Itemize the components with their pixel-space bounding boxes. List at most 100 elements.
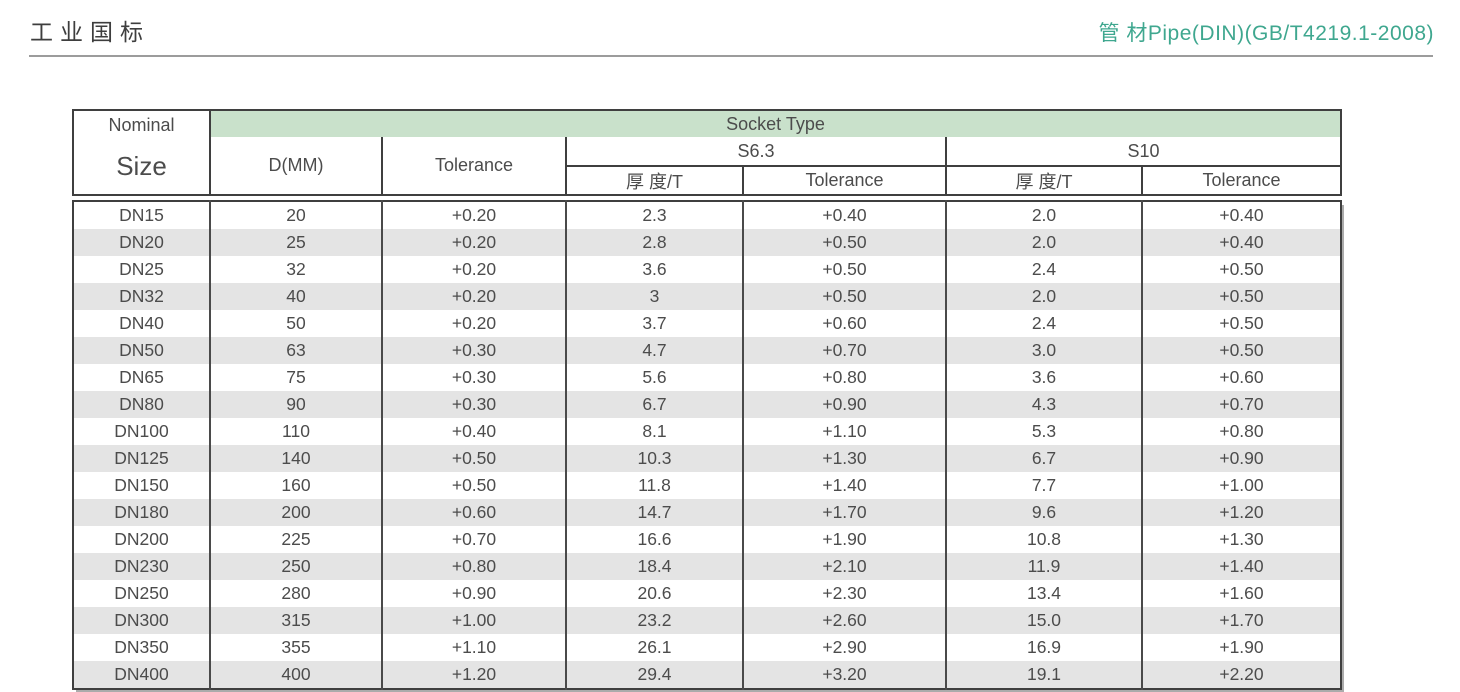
cell: 2.0 (946, 201, 1143, 229)
cell: +0.30 (382, 391, 567, 418)
cell: +0.40 (382, 418, 567, 445)
cell: 11.8 (566, 472, 744, 499)
cell: 13.4 (946, 580, 1143, 607)
cell: 25 (210, 229, 383, 256)
cell-nominal-size: DN32 (73, 283, 211, 310)
table-row: DN400 400 +1.20 29.4 +3.20 19.1 +2.20 (73, 661, 1341, 689)
cell: 15.0 (946, 607, 1143, 634)
cell: +0.50 (1219, 340, 1264, 360)
cell: +0.90 (743, 391, 947, 418)
pipe-table-header: Nominal Size Socket Type D(MM) Tolerance… (72, 109, 1343, 196)
col-header-d-mm: D(MM) (210, 137, 383, 195)
cell: +1.10 (743, 418, 947, 445)
cell: +0.20 (382, 229, 567, 256)
cell: 160 (210, 472, 383, 499)
table-row: DN150 160 +0.50 11.8 +1.40 7.7 +1.00 (73, 472, 1341, 499)
cell: +0.40 (1219, 232, 1264, 252)
cell: 3.6 (946, 364, 1143, 391)
cell: 4.3 (946, 391, 1143, 418)
cell: 75 (210, 364, 383, 391)
cell: +0.60 (1219, 367, 1264, 387)
cell-nominal-size: DN125 (73, 445, 211, 472)
cell: 14.7 (566, 499, 744, 526)
cell: 18.4 (566, 553, 744, 580)
cell: +1.00 (1219, 475, 1264, 495)
cell: 2.4 (946, 256, 1143, 283)
cell-nominal-size: DN50 (73, 337, 211, 364)
table-row: DN350 355 +1.10 26.1 +2.90 16.9 +1.90 (73, 634, 1341, 661)
table-row: DN180 200 +0.60 14.7 +1.70 9.6 +1.20 (73, 499, 1341, 526)
cell: +0.80 (743, 364, 947, 391)
table-row: DN25 32 +0.20 3.6 +0.50 2.4 +0.50 (73, 256, 1341, 283)
cell-nominal-size: DN250 (73, 580, 211, 607)
cell: 110 (210, 418, 383, 445)
cell: 5.3 (946, 418, 1143, 445)
cell: +0.80 (1219, 421, 1264, 441)
cell: 20 (210, 201, 383, 229)
table-row: DN65 75 +0.30 5.6 +0.80 3.6 +0.60 (73, 364, 1341, 391)
cell-nominal-size: DN15 (73, 201, 211, 229)
cell: +0.50 (743, 283, 947, 310)
cell: +1.40 (1219, 556, 1264, 576)
page-header: 工业国标 管 材Pipe(DIN)(GB/T4219.1-2008) (0, 0, 1460, 55)
table-row: DN100 110 +0.40 8.1 +1.10 5.3 +0.80 (73, 418, 1341, 445)
cell: +0.70 (382, 526, 567, 553)
cell: 2.0 (946, 229, 1143, 256)
cell-nominal-size: DN350 (73, 634, 211, 661)
cell: 3 (566, 283, 744, 310)
table-row: DN32 40 +0.20 3 +0.50 2.0 +0.50 (73, 283, 1341, 310)
cell: 4.7 (566, 337, 744, 364)
cell: +0.50 (743, 229, 947, 256)
cell: +1.00 (382, 607, 567, 634)
cell: 3.7 (566, 310, 744, 337)
col-header-s10-thickness: 厚 度/T (946, 166, 1143, 195)
cell: +0.40 (743, 201, 947, 229)
cell-nominal-size: DN230 (73, 553, 211, 580)
cell-nominal-size: DN100 (73, 418, 211, 445)
table-row: DN50 63 +0.30 4.7 +0.70 3.0 +0.50 (73, 337, 1341, 364)
header-row-groups: D(MM) Tolerance S6.3 S10 (73, 137, 1342, 195)
cell: 6.7 (946, 445, 1143, 472)
cell: +0.80 (382, 553, 567, 580)
page-title: 工业国标 (30, 19, 150, 45)
table-row: DN80 90 +0.30 6.7 +0.90 4.3 +0.70 (73, 391, 1341, 418)
cell: +0.50 (382, 472, 567, 499)
cell: 355 (210, 634, 383, 661)
cell: 10.3 (566, 445, 744, 472)
header-rule (29, 55, 1433, 57)
pipe-table-body: DN15 20 +0.20 2.3 +0.40 2.0 +0.40 DN20 25 +0.20 2.… (73, 201, 1341, 689)
cell: 10.8 (946, 526, 1143, 553)
cell: +2.20 (1219, 664, 1264, 684)
cell: +0.50 (382, 445, 567, 472)
cell: 90 (210, 391, 383, 418)
cell: 16.6 (566, 526, 744, 553)
cell: 23.2 (566, 607, 744, 634)
cell: 400 (210, 661, 383, 689)
col-header-s63-tolerance: Tolerance (743, 166, 947, 195)
cell: +0.50 (1219, 259, 1264, 279)
cell: 2.3 (566, 201, 744, 229)
doc-reference-title: 管 材Pipe(DIN)(GB/T4219.1-2008) (1098, 22, 1434, 45)
col-header-tolerance: Tolerance (382, 137, 567, 195)
col-header-s10-tolerance: Tolerance (1202, 170, 1281, 190)
cell: 5.6 (566, 364, 744, 391)
cell: +2.60 (743, 607, 947, 634)
cell: 250 (210, 553, 383, 580)
cell: +1.70 (1219, 610, 1264, 630)
cell: 3.6 (566, 256, 744, 283)
nominal-size-stack: Nominal Size (74, 112, 208, 193)
cell: 19.1 (946, 661, 1143, 689)
cell: 16.9 (946, 634, 1143, 661)
cell: +1.40 (743, 472, 947, 499)
table-row: DN200 225 +0.70 16.6 +1.90 10.8 +1.30 (73, 526, 1341, 553)
cell: +0.60 (382, 499, 567, 526)
cell: 63 (210, 337, 383, 364)
size-label: Size (116, 150, 167, 181)
cell: +1.20 (382, 661, 567, 689)
cell: 32 (210, 256, 383, 283)
cell: +1.30 (1219, 529, 1264, 549)
cell: 11.9 (946, 553, 1143, 580)
cell: 26.1 (566, 634, 744, 661)
cell: +2.30 (743, 580, 947, 607)
cell: 50 (210, 310, 383, 337)
